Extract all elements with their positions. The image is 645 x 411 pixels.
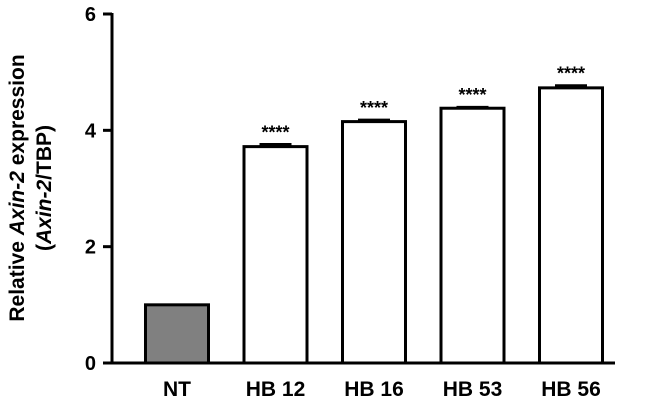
y-axis-label-part: Axin-2 xyxy=(6,171,29,237)
y-axis-label: Relative Axin-2 expression xyxy=(6,54,29,321)
bar xyxy=(341,120,407,365)
significance-label: **** xyxy=(360,98,388,118)
x-tick-label: HB 16 xyxy=(344,378,404,401)
y-axis-label-part: Axin-2 xyxy=(33,180,56,246)
y-axis-label: (Axin-2/TBP) xyxy=(33,125,56,251)
significance-label: **** xyxy=(557,64,585,84)
y-axis-label-part: Relative xyxy=(6,235,29,321)
bar xyxy=(439,106,506,365)
y-tick-label: 6 xyxy=(85,4,96,26)
bar xyxy=(144,303,210,365)
x-tick-label: NT xyxy=(163,378,191,401)
y-axis-label-part: ( xyxy=(33,244,56,251)
significance-label: **** xyxy=(458,85,486,105)
bar xyxy=(538,86,604,365)
x-tick-label: HB 12 xyxy=(246,378,306,401)
significance-label: **** xyxy=(261,122,289,142)
y-tick-label: 2 xyxy=(85,237,96,259)
y-axis-label-part: /TBP) xyxy=(33,125,56,180)
x-tick-label: HB 56 xyxy=(541,378,601,401)
x-tick-label: HB 53 xyxy=(443,378,503,401)
y-axis-label-part: expression xyxy=(6,54,29,171)
y-tick-label: 0 xyxy=(85,353,96,375)
bar xyxy=(242,145,309,365)
y-tick-label: 4 xyxy=(85,120,97,142)
